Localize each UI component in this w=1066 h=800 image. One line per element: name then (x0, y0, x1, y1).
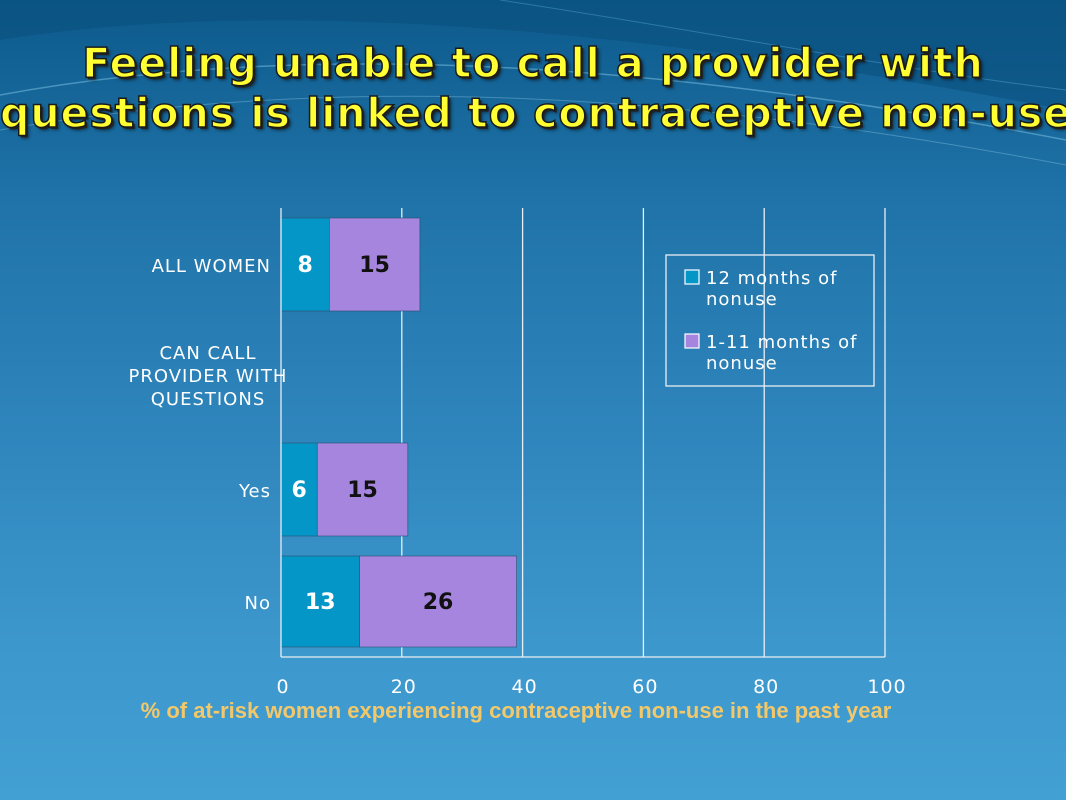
legend-box (665, 254, 875, 387)
bar-data-label: 15 (359, 253, 390, 278)
x-tick-label: 80 (753, 676, 779, 698)
x-tick-label: 0 (276, 676, 289, 698)
y-category-label: ALL WOMEN (152, 256, 271, 277)
x-tick-label: 40 (512, 676, 538, 698)
legend-label: 1-11 months of nonuse (706, 332, 857, 374)
slide-title-line-2: questions is linked to contraceptive non… (0, 88, 1066, 138)
bar-segment-12-months (280, 442, 318, 537)
legend-swatch (684, 333, 700, 349)
legend-label-line-1: 1-11 months of (706, 332, 857, 353)
y-category-label: No (245, 593, 271, 614)
bars: 8 15 6 15 13 26 (280, 217, 517, 648)
y-category-label: Yes (238, 481, 271, 502)
bar-data-label: 8 (298, 253, 313, 278)
x-tick-label: 100 (867, 676, 906, 698)
legend-swatch (684, 269, 700, 285)
slide-title: Feeling unable to call a provider with q… (0, 38, 1066, 138)
legend-label-line-1: 12 months of (706, 268, 838, 289)
x-tick-label: 60 (632, 676, 658, 698)
bar-data-label: 26 (423, 590, 454, 615)
bar-segment-1-11-months (316, 442, 409, 537)
legend-label-line-2: nonuse (706, 289, 778, 310)
x-tick-label: 20 (391, 676, 417, 698)
bar-segment-12-months (280, 555, 360, 648)
bar-data-label: 6 (291, 478, 306, 503)
axes: 0 20 40 60 80 100 ALL WOMEN Yes No CAN CALL PROVID… (129, 208, 906, 698)
bar-segment-1-11-months (359, 555, 517, 648)
bar-segment-1-11-months (329, 217, 421, 312)
y-group-header: CAN CALL PROVIDER WITH QUESTIONS (129, 343, 288, 410)
bar-data-label: 15 (347, 478, 378, 503)
header-swoosh (0, 0, 1066, 166)
slide-title-line-1: Feeling unable to call a provider with (81, 38, 984, 88)
legend-label-line-2: nonuse (706, 353, 778, 374)
x-axis-label: % of at-risk women experiencing contrace… (140, 698, 892, 723)
legend-label: 12 months of nonuse (706, 268, 838, 310)
bar-data-label: 13 (305, 590, 336, 615)
